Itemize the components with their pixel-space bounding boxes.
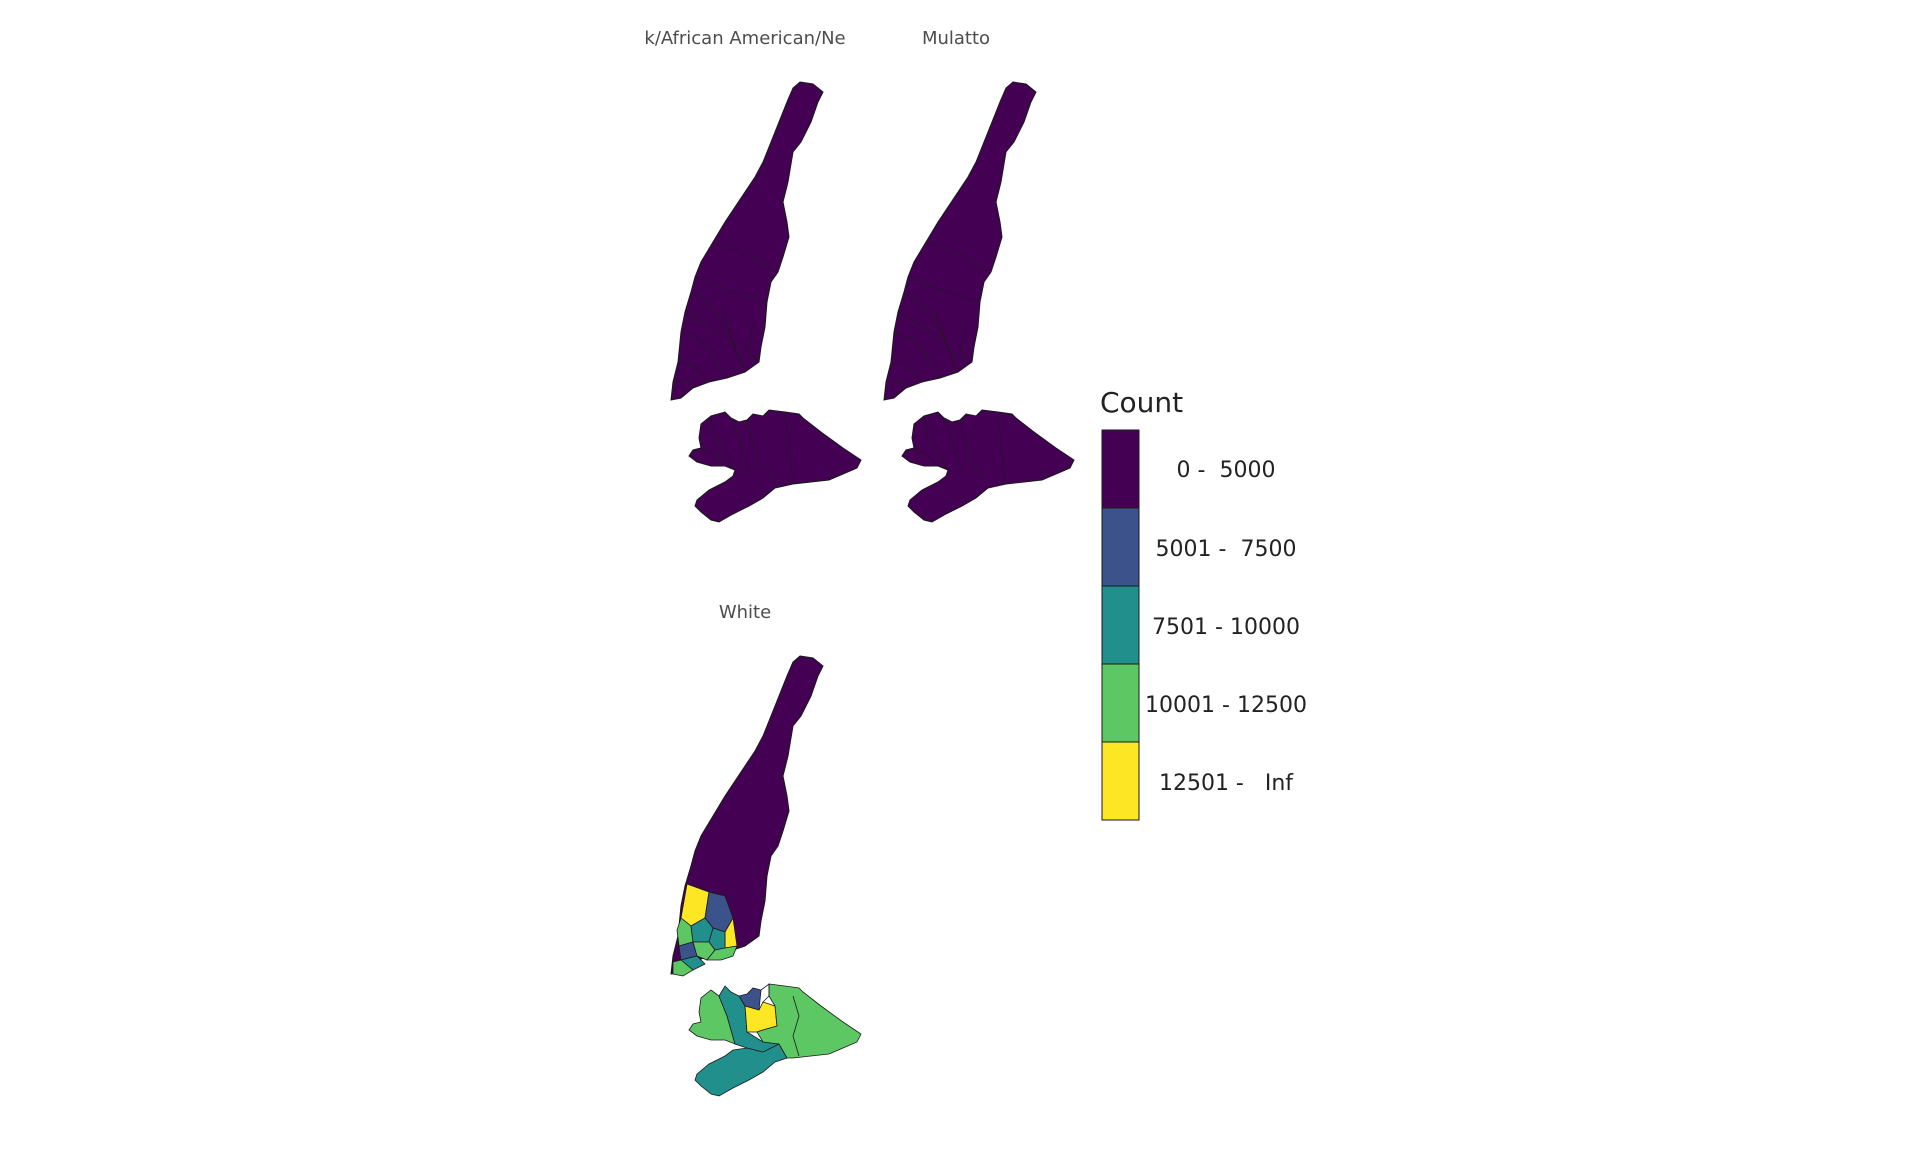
lower-manhattan-districts: [672, 883, 738, 977]
district-green-south: [706, 945, 738, 961]
brooklyn-shape-2: [901, 409, 1075, 523]
facet-title-1: k/African American/Ne: [644, 28, 845, 49]
legend-label-3: 10001 - 12500: [1145, 693, 1307, 718]
facet-white: White: [670, 602, 862, 1097]
legend-label-0: 0 - 5000: [1177, 458, 1276, 483]
brooklyn-shape-1: [688, 409, 862, 523]
legend-swatch-0: [1101, 429, 1140, 509]
legend: Count 0 - 5000 5001 - 7500 7501 - 10000 …: [1100, 386, 1307, 821]
legend-key-0: 0 - 5000: [1101, 429, 1276, 509]
legend-key-3: 10001 - 12500: [1101, 663, 1307, 743]
facet-title-3: White: [719, 602, 771, 623]
legend-label-1: 5001 - 7500: [1156, 537, 1297, 562]
district-green-tip: [672, 959, 694, 977]
legend-label-4: 12501 - Inf: [1159, 771, 1294, 796]
legend-key-4: 12501 - Inf: [1101, 741, 1294, 821]
map-panel-2: [883, 81, 1075, 523]
manhattan-shape-1: [670, 81, 824, 401]
map-panel-3: [670, 655, 862, 1097]
legend-label-2: 7501 - 10000: [1152, 615, 1300, 640]
brooklyn-districts: [688, 983, 862, 1097]
district-green-east: [756, 983, 862, 1059]
legend-swatch-2: [1101, 585, 1140, 665]
legend-swatch-1: [1101, 507, 1140, 587]
facet-black-african-american: k/African American/Ne: [644, 28, 862, 523]
map-panel-1: [670, 81, 862, 523]
manhattan-shape-2: [883, 81, 1037, 401]
facet-mulatto: Mulatto: [883, 28, 1075, 523]
facet-title-2: Mulatto: [922, 28, 990, 49]
district-teal-southwest: [694, 1043, 788, 1097]
legend-swatch-4: [1101, 741, 1140, 821]
legend-key-2: 7501 - 10000: [1101, 585, 1300, 665]
legend-key-1: 5001 - 7500: [1101, 507, 1297, 587]
district-border-north: [760, 983, 770, 1003]
district-border-east: [792, 995, 800, 1057]
legend-swatch-3: [1101, 663, 1140, 743]
legend-title: Count: [1100, 386, 1183, 419]
